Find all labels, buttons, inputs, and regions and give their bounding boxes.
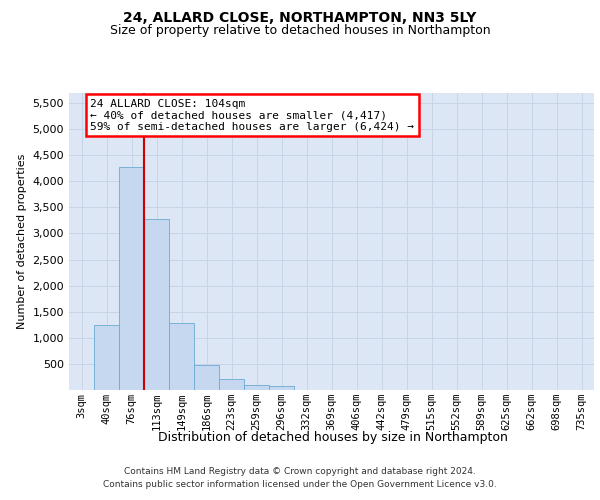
Text: Distribution of detached houses by size in Northampton: Distribution of detached houses by size … bbox=[158, 431, 508, 444]
Bar bbox=[194, 366, 219, 390]
Text: Size of property relative to detached houses in Northampton: Size of property relative to detached ho… bbox=[110, 24, 490, 37]
Bar bbox=[219, 379, 244, 390]
Text: 24, ALLARD CLOSE, NORTHAMPTON, NN3 5LY: 24, ALLARD CLOSE, NORTHAMPTON, NN3 5LY bbox=[124, 11, 476, 25]
Bar bbox=[119, 166, 144, 390]
Bar bbox=[244, 385, 269, 390]
Bar bbox=[144, 220, 169, 390]
Text: Contains HM Land Registry data © Crown copyright and database right 2024.: Contains HM Land Registry data © Crown c… bbox=[124, 467, 476, 476]
Bar bbox=[169, 323, 194, 390]
Y-axis label: Number of detached properties: Number of detached properties bbox=[17, 154, 27, 329]
Text: Contains public sector information licensed under the Open Government Licence v3: Contains public sector information licen… bbox=[103, 480, 497, 489]
Bar bbox=[269, 386, 294, 390]
Text: 24 ALLARD CLOSE: 104sqm
← 40% of detached houses are smaller (4,417)
59% of semi: 24 ALLARD CLOSE: 104sqm ← 40% of detache… bbox=[90, 99, 414, 132]
Bar bbox=[94, 325, 119, 390]
